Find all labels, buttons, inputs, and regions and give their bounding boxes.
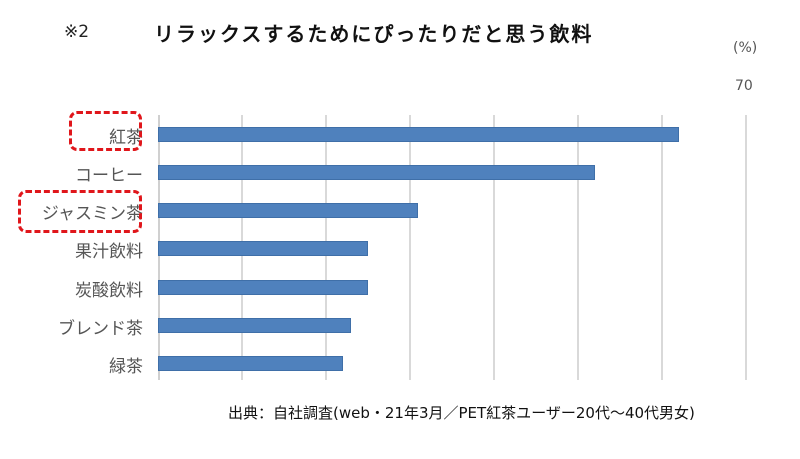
- gridline: [409, 115, 411, 380]
- plot-area: [158, 115, 747, 380]
- gridline: [493, 115, 495, 380]
- footnote-marker: ※2: [64, 22, 90, 42]
- gridline: [745, 115, 747, 380]
- gridline: [577, 115, 579, 380]
- category-label: 果汁飲料: [75, 242, 143, 262]
- gridline: [661, 115, 663, 380]
- axis-max-tick: 70: [735, 78, 753, 94]
- source-note: 出典：自社調査(web・21年3月／PET紅茶ユーザー20代〜40代男女): [228, 404, 695, 422]
- unit-label: (%): [733, 40, 758, 56]
- bar: [158, 127, 679, 142]
- highlight-box-jasmine: [18, 190, 142, 233]
- bar: [158, 165, 595, 180]
- bar: [158, 318, 352, 333]
- category-label: コーヒー: [75, 166, 143, 186]
- category-label: 炭酸飲料: [75, 281, 143, 301]
- bar: [158, 356, 343, 371]
- highlight-box-kocha: [69, 111, 142, 151]
- bar: [158, 241, 368, 256]
- chart-title: リラックスするためにぴったりだと思う飲料: [154, 22, 594, 46]
- bar: [158, 203, 419, 218]
- category-label: ブレンド茶: [58, 319, 143, 339]
- category-label: 緑茶: [109, 357, 143, 377]
- bar: [158, 280, 368, 295]
- category-label: ジャスミン茶: [41, 204, 143, 224]
